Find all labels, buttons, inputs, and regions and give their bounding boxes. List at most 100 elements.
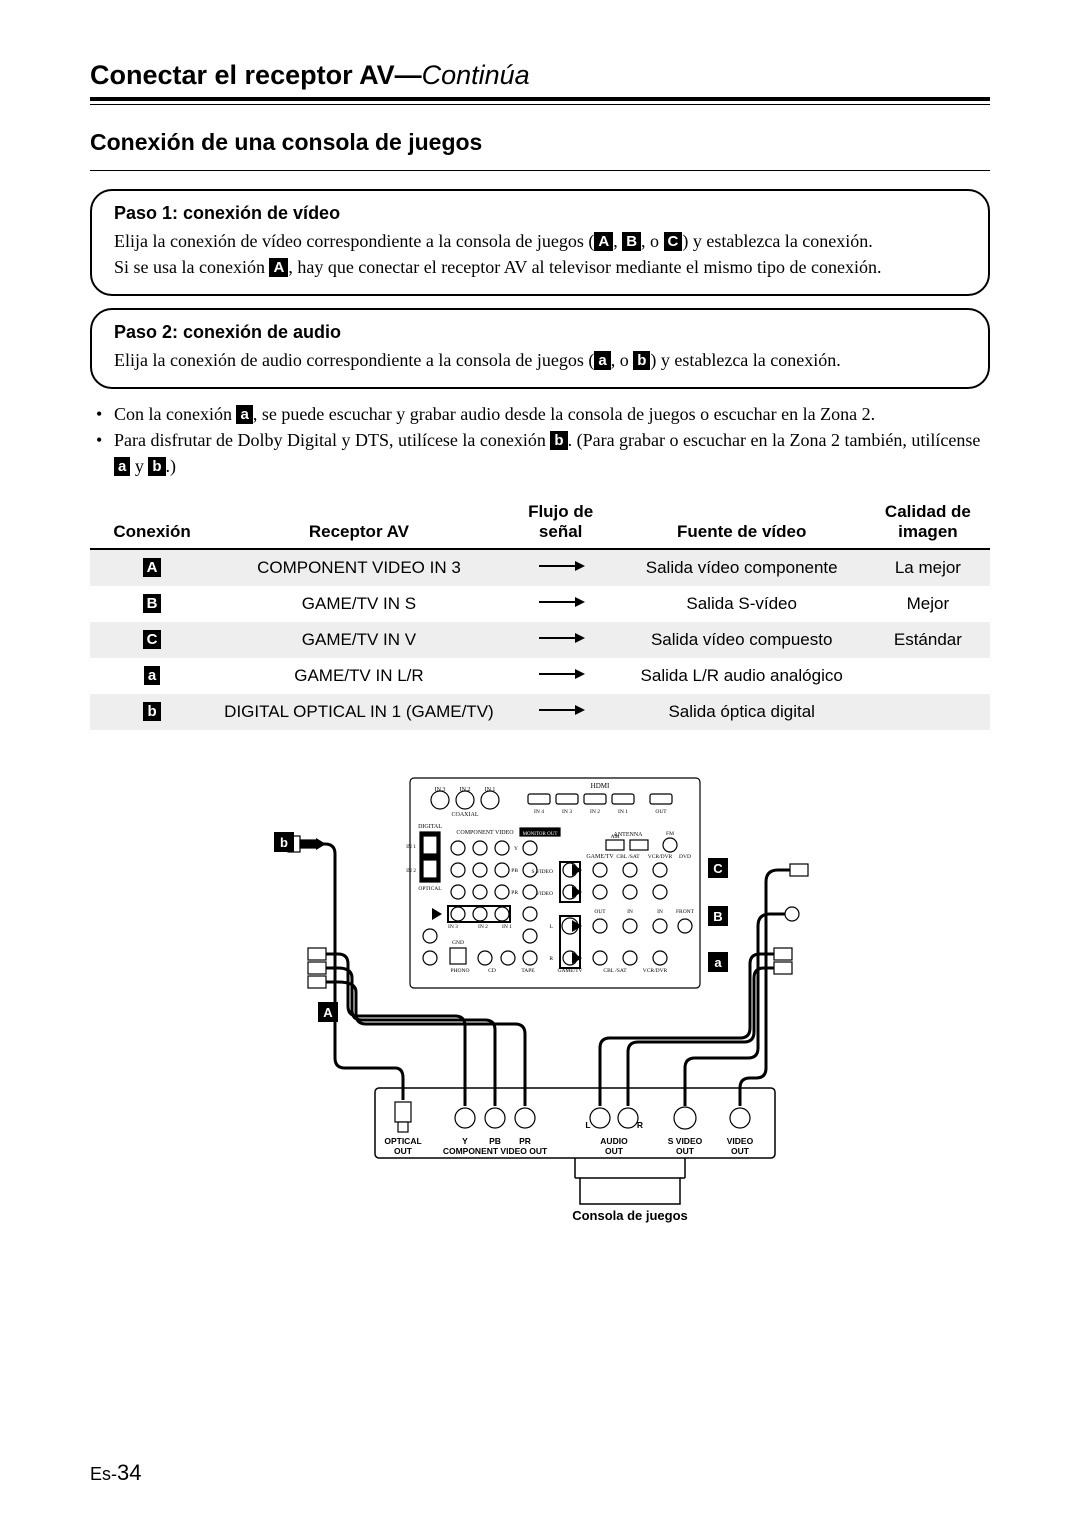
notes-list: Con la conexión a, se puede escuchar y g… — [96, 401, 990, 479]
svg-text:OPTICAL: OPTICAL — [384, 1136, 421, 1146]
svg-text:COAXIAL: COAXIAL — [452, 812, 479, 818]
svg-text:S VIDEO: S VIDEO — [532, 869, 553, 875]
note-text: Para disfrutar de Dolby Digital y DTS, u… — [114, 430, 550, 450]
row-source: Salida vídeo componente — [618, 549, 866, 586]
row-quality — [866, 694, 990, 730]
svg-text:IN 2: IN 2 — [460, 787, 471, 793]
step1-body: Elija la conexión de vídeo correspondien… — [114, 228, 966, 280]
step1-text: , o — [641, 231, 664, 251]
row-quality: Mejor — [866, 586, 990, 622]
title-continue: Continúa — [422, 60, 530, 90]
row-source: Salida vídeo compuesto — [618, 622, 866, 658]
step2-body: Elija la conexión de audio correspondien… — [114, 347, 966, 373]
step1-text: Elija la conexión de vídeo correspondien… — [114, 231, 594, 251]
table-row: B GAME/TV IN S Salida S-vídeoMejor — [90, 586, 990, 622]
svg-text:IN 1: IN 1 — [618, 809, 628, 815]
svg-text:HDMI: HDMI — [591, 782, 610, 790]
svg-text:IN 1: IN 1 — [485, 787, 496, 793]
row-badge: B — [143, 594, 162, 613]
svg-text:GND: GND — [452, 940, 464, 946]
badge-b: b — [633, 351, 650, 370]
connection-table: Conexión Receptor AV Flujo de señal Fuen… — [90, 498, 990, 730]
step1-text: , — [613, 231, 622, 251]
row-flow — [504, 622, 618, 658]
list-item: Con la conexión a, se puede escuchar y g… — [96, 401, 990, 427]
svg-text:VCR/DVR: VCR/DVR — [643, 968, 668, 974]
step1-text: ) y establezca la conexión. — [682, 231, 872, 251]
step1-title: Paso 1: conexión de vídeo — [114, 203, 966, 224]
note-text: , se puede escuchar y grabar audio desde… — [253, 404, 875, 424]
step2-text: , o — [611, 350, 634, 370]
svg-text:VIDEO: VIDEO — [727, 1136, 754, 1146]
badge-B: B — [622, 232, 641, 251]
svg-text:L: L — [585, 1120, 590, 1130]
row-badge: a — [144, 666, 160, 685]
table-row: aGAME/TV IN L/RSalida L/R audio analógic… — [90, 658, 990, 694]
svg-text:COMPONENT VIDEO OUT: COMPONENT VIDEO OUT — [443, 1146, 548, 1156]
svg-text:PHONO: PHONO — [451, 968, 470, 974]
th-flow: Flujo de señal — [504, 498, 618, 549]
svg-text:TAPE: TAPE — [521, 968, 535, 974]
badge-b: b — [550, 431, 567, 450]
svg-text:CD: CD — [488, 968, 496, 974]
svg-text:IN 3: IN 3 — [448, 924, 458, 930]
svg-text:PB: PB — [489, 1136, 501, 1146]
badge-a: a — [114, 457, 130, 476]
svg-text:L: L — [550, 924, 554, 930]
section-rule — [90, 170, 990, 171]
svg-text:OUT: OUT — [731, 1146, 750, 1156]
svg-text:DIGITAL: DIGITAL — [418, 824, 442, 830]
th-recv: Receptor AV — [214, 498, 504, 549]
row-receiver: COMPONENT VIDEO IN 3 — [214, 549, 504, 586]
diagram-svg: IN 3 IN 2 IN 1 COAXIAL HDMI IN 4 IN 3 IN… — [230, 758, 850, 1258]
row-source: Salida S-vídeo — [618, 586, 866, 622]
row-receiver: GAME/TV IN V — [214, 622, 504, 658]
row-source: Salida L/R audio analógico — [618, 658, 866, 694]
th-flow-l2: señal — [539, 522, 582, 541]
step2-title: Paso 2: conexión de audio — [114, 322, 966, 343]
table-row: CGAME/TV IN VSalida vídeo compuestoEstán… — [90, 622, 990, 658]
page-num: 34 — [117, 1460, 141, 1485]
step1-box: Paso 1: conexión de vídeo Elija la conex… — [90, 189, 990, 296]
badge-a: a — [594, 351, 610, 370]
row-flow — [504, 549, 618, 586]
svg-text:a: a — [714, 955, 722, 970]
title-sep: — — [395, 60, 422, 90]
section-title: Conexión de una consola de juegos — [90, 129, 990, 156]
svg-text:MONITOR OUT: MONITOR OUT — [523, 832, 558, 837]
console-label: Consola de juegos — [572, 1208, 688, 1223]
svg-text:IN 1: IN 1 — [406, 844, 416, 850]
th-qual: Calidad de imagen — [866, 498, 990, 549]
th-conn: Conexión — [90, 498, 214, 549]
svg-text:IN 2: IN 2 — [478, 924, 488, 930]
row-flow — [504, 658, 618, 694]
badge-C: C — [664, 232, 683, 251]
svg-text:OUT: OUT — [605, 1146, 624, 1156]
th-qual-l2: imagen — [898, 522, 958, 541]
row-flow — [504, 694, 618, 730]
badge-a: a — [236, 405, 252, 424]
svg-text:IN 2: IN 2 — [406, 868, 416, 874]
step2-box: Paso 2: conexión de audio Elija la conex… — [90, 308, 990, 389]
badge-A: A — [269, 258, 288, 277]
table-row: bDIGITAL OPTICAL IN 1 (GAME/TV)Salida óp… — [90, 694, 990, 730]
svg-text:A: A — [323, 1005, 333, 1020]
svg-text:OUT: OUT — [676, 1146, 695, 1156]
badge-b: b — [148, 457, 165, 476]
svg-text:VCR/DVR: VCR/DVR — [648, 854, 673, 860]
svg-text:FM: FM — [666, 831, 674, 837]
svg-text:OUT: OUT — [594, 909, 606, 915]
page-prefix: Es- — [90, 1464, 117, 1484]
svg-text:VIDEO: VIDEO — [536, 891, 553, 897]
svg-text:IN: IN — [627, 909, 633, 915]
svg-text:OUT: OUT — [394, 1146, 413, 1156]
svg-text:OUT: OUT — [655, 809, 667, 815]
svg-text:PB: PB — [511, 868, 518, 874]
row-receiver: GAME/TV IN S — [214, 586, 504, 622]
badge-A: A — [594, 232, 613, 251]
row-badge: C — [143, 630, 162, 649]
svg-text:S VIDEO: S VIDEO — [668, 1136, 703, 1146]
svg-text:PR: PR — [519, 1136, 531, 1146]
row-quality: La mejor — [866, 549, 990, 586]
svg-text:GAME/TV: GAME/TV — [586, 854, 614, 860]
